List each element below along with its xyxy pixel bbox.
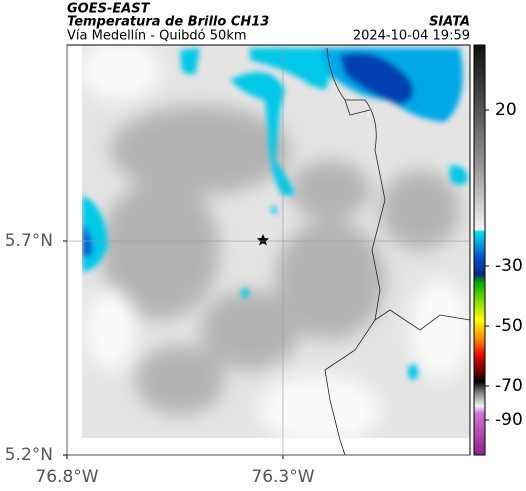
y-tick-label: 5.7°N [5,231,53,251]
colorbar-label: -50 [495,316,523,336]
source: GOES-EAST [67,2,151,17]
borders [324,47,471,456]
colorbar-label: -70 [495,376,523,396]
location-marker [257,234,269,246]
colorbar [473,44,486,456]
x-tick-label: 76.3°W [251,467,314,487]
x-tick-label: 76.8°W [35,467,98,487]
satellite-image [82,45,470,438]
subtitle: Vía Medellín - Quibdó 50km [67,29,247,44]
colorbar-label: -90 [495,410,523,430]
y-tick-label: 5.2°N [5,445,53,465]
colorbar-label: -30 [495,256,523,276]
title: Temperatura de Brillo CH13 [67,15,269,30]
datetime: 2024-10-04 19:59 [353,29,470,44]
colorbar-label: 20 [495,100,517,120]
org: SIATA [429,15,470,30]
